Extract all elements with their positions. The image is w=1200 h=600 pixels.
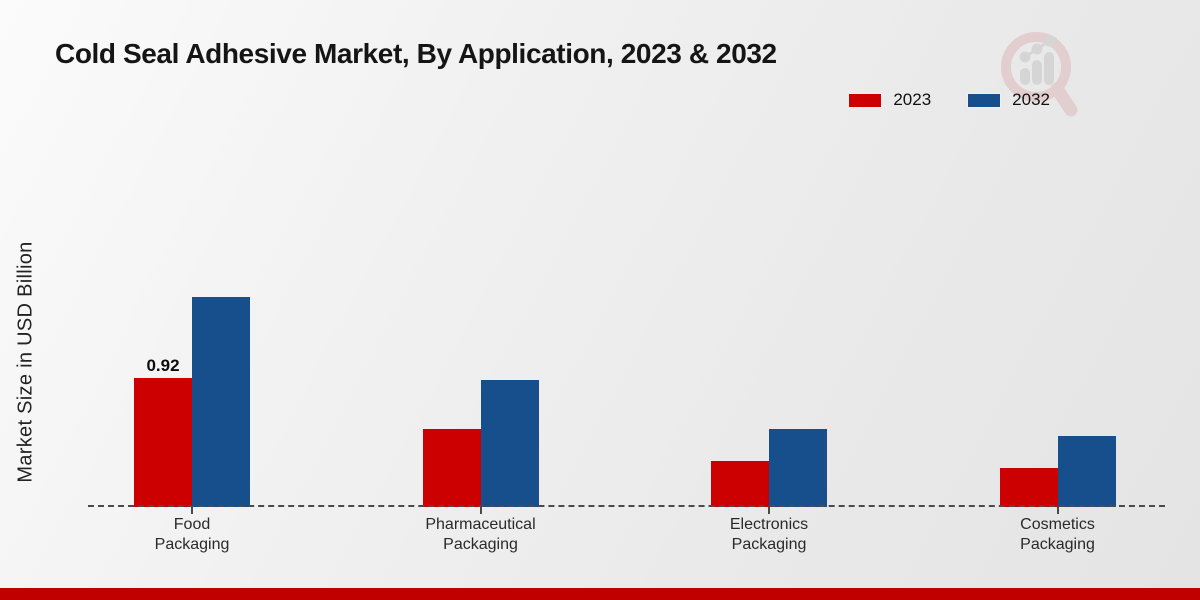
brand-watermark-magnifier-chart-icon — [1001, 32, 1078, 117]
bar-2032-cosmetics-packaging — [1057, 436, 1116, 507]
x-axis-tick — [1056, 507, 1059, 514]
x-axis-tick — [191, 507, 193, 514]
legend-item-2023: 2023 — [848, 90, 931, 110]
bar-2032-pharmaceutical-packaging — [480, 380, 539, 507]
category-label-food-packaging: Food Packaging — [154, 516, 230, 553]
legend-label: 2032 — [1012, 90, 1050, 109]
category-label-cosmetics-packaging: Cosmetics Packaging — [1020, 516, 1095, 553]
bar-2023-pharmaceutical-packaging — [422, 429, 481, 507]
bar-2032-electronics-packaging — [769, 429, 827, 507]
x-axis-tick — [479, 507, 482, 514]
legend-swatch-icon — [967, 92, 1002, 108]
bar-2032-food-packaging — [192, 297, 250, 507]
x-axis-baseline — [88, 505, 1165, 507]
bar-2023-electronics-packaging — [711, 461, 769, 507]
chart-title: Cold Seal Adhesive Market, By Applicatio… — [55, 38, 777, 69]
x-axis-tick — [768, 507, 770, 514]
bar-value-label: 0.92 — [146, 356, 180, 375]
bar-2023-cosmetics-packaging — [999, 468, 1058, 507]
bar-2023-food-packaging — [134, 378, 192, 507]
category-label-electronics-packaging: Electronics Packaging — [729, 516, 809, 553]
category-label-pharmaceutical-packaging: Pharmaceutical Packaging — [425, 516, 536, 553]
legend-item-2032: 2032 — [967, 90, 1050, 110]
legend-swatch-icon — [848, 92, 883, 108]
footer-accent-bar — [0, 588, 1200, 600]
legend: 2023 2032 — [848, 90, 1050, 110]
legend-label: 2023 — [893, 90, 932, 109]
